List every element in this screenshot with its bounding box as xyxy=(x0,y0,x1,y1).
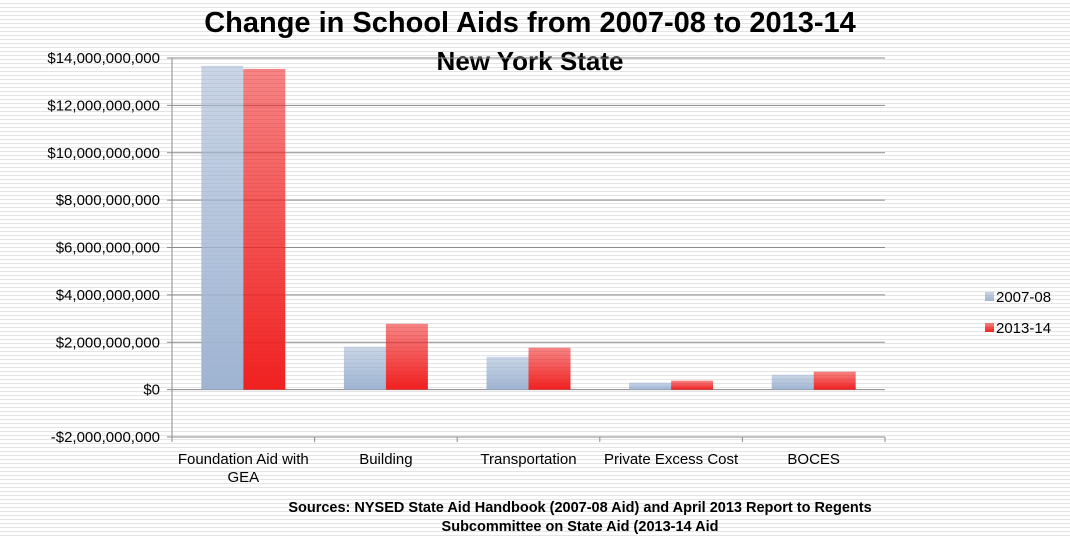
chart-title: Change in School Aids from 2007-08 to 20… xyxy=(204,7,856,39)
chart-subtitle: New York State xyxy=(437,46,624,76)
bar xyxy=(201,65,244,390)
y-tick-label: $14,000,000,000 xyxy=(47,50,160,67)
x-tick-label: Transportation xyxy=(480,451,577,468)
bar xyxy=(343,346,386,390)
legend-label: 2007-08 xyxy=(996,289,1051,306)
bar xyxy=(771,374,814,390)
legend-swatch xyxy=(985,323,994,332)
y-tick-label: $10,000,000,000 xyxy=(47,145,160,162)
y-tick-label: -$2,000,000,000 xyxy=(51,429,160,446)
legend-label: 2013-14 xyxy=(996,320,1051,337)
bar xyxy=(486,356,529,390)
bar xyxy=(671,380,714,390)
x-tick-label: BOCES xyxy=(787,451,840,468)
x-tick-label: Private Excess Cost xyxy=(603,451,739,468)
bar xyxy=(528,347,571,390)
bar xyxy=(629,382,672,390)
source-note: Sources: NYSED State Aid Handbook (2007-… xyxy=(288,500,872,516)
x-tick-label: Building xyxy=(359,451,413,468)
y-tick-label: $8,000,000,000 xyxy=(56,192,160,209)
y-tick-label: $12,000,000,000 xyxy=(47,97,160,114)
source-note: Subcommittee on State Aid (2013-14 Aid xyxy=(441,519,719,535)
bar xyxy=(385,323,428,390)
bar xyxy=(243,68,286,390)
y-tick-label: $4,000,000,000 xyxy=(56,287,160,304)
bar xyxy=(813,371,856,390)
y-tick-label: $2,000,000,000 xyxy=(56,334,160,351)
y-tick-label: $6,000,000,000 xyxy=(56,240,160,257)
legend-swatch xyxy=(985,292,994,301)
y-tick-label: $0 xyxy=(143,382,160,399)
x-tick-label: Foundation Aid with GEA xyxy=(177,451,309,486)
